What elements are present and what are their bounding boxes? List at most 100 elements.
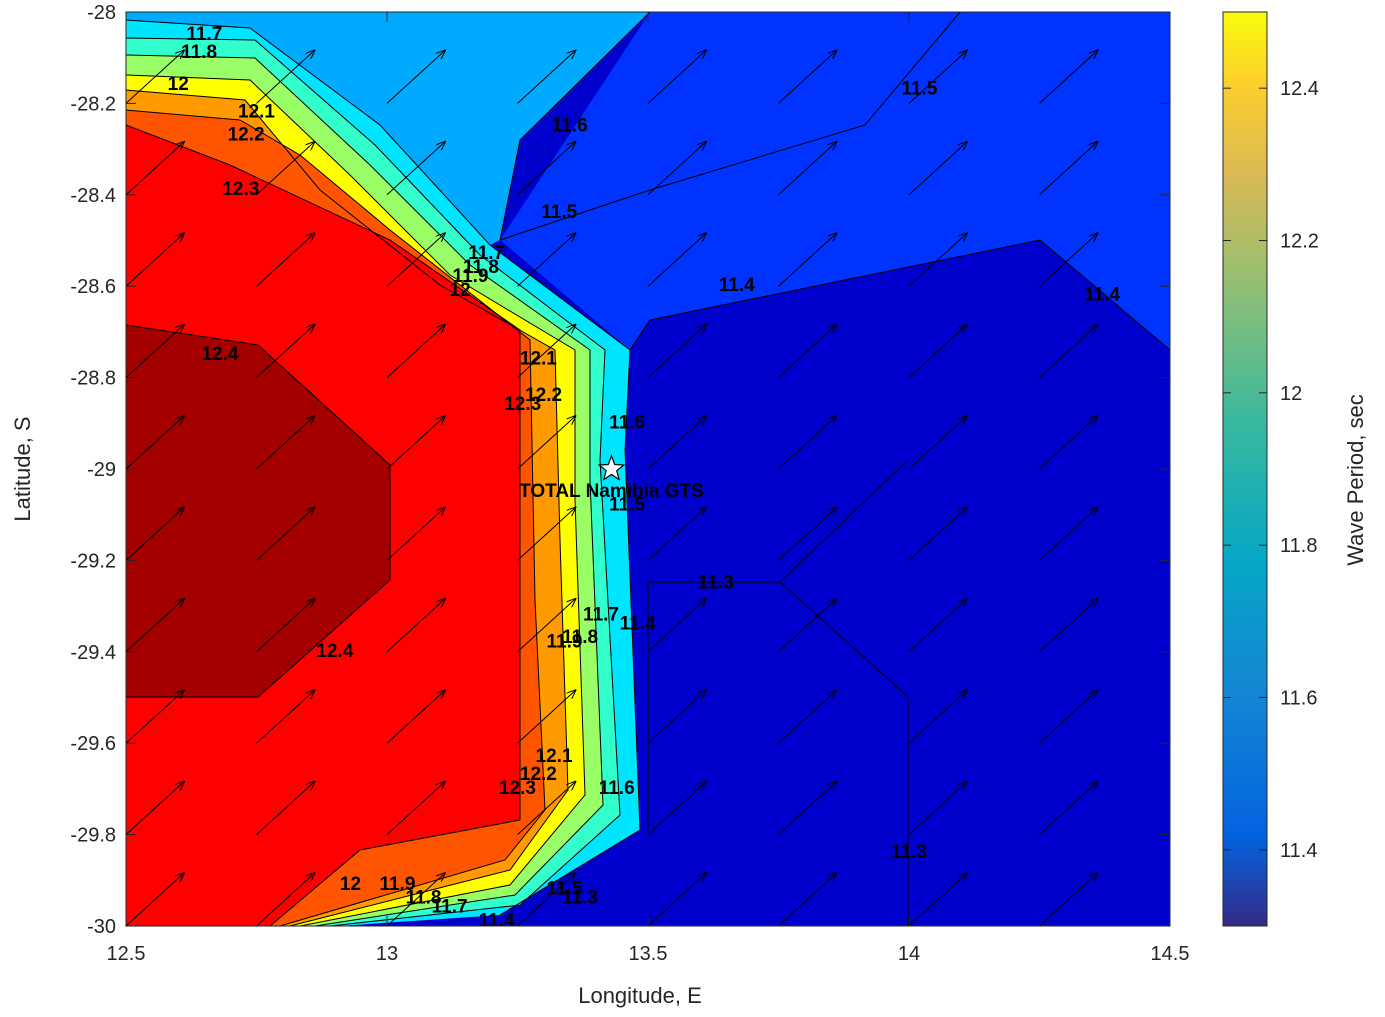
wave-vector-arrow (1169, 833, 1170, 835)
y-tick-label: -29.2 (70, 550, 116, 572)
contour-label: 12.1 (520, 348, 557, 369)
x-tick-label: 14 (898, 943, 920, 965)
wave-vector-arrow (386, 690, 445, 744)
wave-vector-arrow (126, 325, 184, 378)
wave-vector-arrow (908, 325, 967, 378)
wave-vector-arrow (386, 507, 445, 561)
contour-label: 11.8 (463, 257, 499, 278)
wave-vector-arrow (908, 782, 967, 835)
star-icon (597, 454, 626, 481)
y-tick-label: -28.8 (70, 368, 116, 390)
station-label: TOTAL Namibia GTS (519, 481, 704, 502)
wave-vector-arrow (1169, 559, 1170, 561)
contour-label: 11.5 (901, 79, 937, 100)
region-12.4 (126, 325, 390, 697)
wave-vector-arrow (126, 599, 184, 653)
colorbar-label: Wave Period, sec (1343, 394, 1368, 566)
wave-vector-arrow (908, 690, 967, 744)
wave-vector-arrow (647, 325, 706, 378)
y-tick-label: -28 (87, 2, 116, 24)
contour-label: 12.3 (222, 179, 259, 200)
wave-vector-arrow (908, 873, 967, 926)
wave-vector-arrow (256, 50, 315, 104)
wave-vector-arrow (1169, 925, 1170, 926)
colorbar-tick-label: 12 (1280, 383, 1302, 405)
wave-vector-arrow (908, 50, 967, 104)
x-tick-label: 13 (376, 943, 398, 965)
wave-vector-arrow (1039, 233, 1098, 287)
wave-vector-arrow (647, 782, 706, 835)
x-axis-ticks: 12.5 13 13.5 14 14.5 (107, 12, 1189, 965)
wave-vector-arrow (778, 142, 837, 196)
wave-vector-arrow (256, 873, 315, 926)
wave-vector-arrow (256, 507, 315, 561)
contour-label: 12.1 (238, 102, 275, 123)
contour-lines (126, 12, 1170, 926)
contour-label: 11.7 (583, 604, 619, 625)
contour-label: 11.7 (186, 24, 222, 45)
wave-vector-arrow (908, 599, 967, 653)
wave-vector-arrow (909, 12, 910, 13)
wave-vector-arrow (1039, 599, 1098, 653)
wave-vector-arrow (126, 873, 184, 926)
wave-vector-arrow (386, 873, 445, 926)
wave-vector-arrow (256, 233, 315, 287)
wave-vector-arrow (908, 142, 967, 196)
contour-label: 12.1 (536, 746, 573, 767)
wave-vector-arrow (647, 142, 706, 196)
wave-vector-arrow (647, 416, 706, 470)
colorbar-tick-label: 12.4 (1280, 78, 1319, 100)
wave-vector-arrow (648, 12, 649, 13)
y-tick-label: -28.2 (70, 93, 116, 115)
contour-label: 11.5 (541, 202, 577, 223)
contour-field (126, 12, 1170, 926)
wave-vector-arrow (517, 873, 576, 926)
wave-vector-arrow (1169, 742, 1170, 744)
wave-vector-arrow (256, 782, 315, 835)
y-axis-label: Latitude, S (10, 416, 35, 521)
wave-vector-arrow (1039, 690, 1098, 744)
wave-vector-arrow (386, 233, 445, 287)
y-tick-label: -30 (87, 916, 116, 938)
contour-label: 11.9 (547, 632, 583, 653)
x-tick-label: 12.5 (107, 943, 146, 965)
wave-vector-arrow (517, 690, 576, 744)
contour-label: 11.4 (719, 275, 755, 296)
y-tick-label: -29.6 (70, 733, 116, 755)
wave-vector-arrow (517, 507, 576, 561)
wave-vector-arrow (126, 416, 184, 470)
x-axis-label: Longitude, E (578, 983, 702, 1008)
wave-vector-arrow (1169, 376, 1170, 378)
contour-label: 11.5 (547, 878, 583, 899)
contour-label: 11.8 (406, 888, 442, 909)
wave-vector-arrow (256, 325, 315, 378)
contour-label: 11.3 (562, 888, 598, 909)
wave-vector-arrow (517, 12, 519, 13)
wave-vector-arrow (778, 325, 837, 378)
colorbar-ticks: 12.4 12.2 12 11.8 11.6 11.4 (1223, 78, 1319, 862)
contour-label: 12.2 (228, 124, 265, 145)
wave-vector-arrow (517, 599, 576, 653)
contour-label: 12.2 (520, 764, 557, 785)
wave-vector-arrow (387, 12, 388, 13)
wave-vector-arrow (386, 416, 445, 470)
contour-label: 11.8 (562, 627, 598, 648)
wave-vector-arrow (256, 599, 315, 653)
wave-vector-arrow (126, 12, 127, 13)
contour-label: 12 (450, 280, 471, 301)
contour-label: 11.4 (620, 613, 656, 634)
wave-vector-arrow (1039, 507, 1098, 561)
contour-label: 12 (168, 74, 189, 95)
wave-vector-arrow (1039, 325, 1098, 378)
wave-vector-arrow (1169, 468, 1170, 469)
wave-vector-arrow (647, 690, 706, 744)
contour-label: 11.4 (479, 910, 515, 931)
wave-vector-arrow (1169, 651, 1170, 652)
colorbar (1222, 11, 1268, 927)
wave-vector-arrow (386, 325, 445, 378)
wave-vector-arrow (908, 416, 967, 470)
contour-label: 11.7 (468, 243, 504, 264)
colorbar-tick-label: 12.2 (1280, 231, 1319, 253)
wave-vector-arrow (908, 233, 967, 287)
